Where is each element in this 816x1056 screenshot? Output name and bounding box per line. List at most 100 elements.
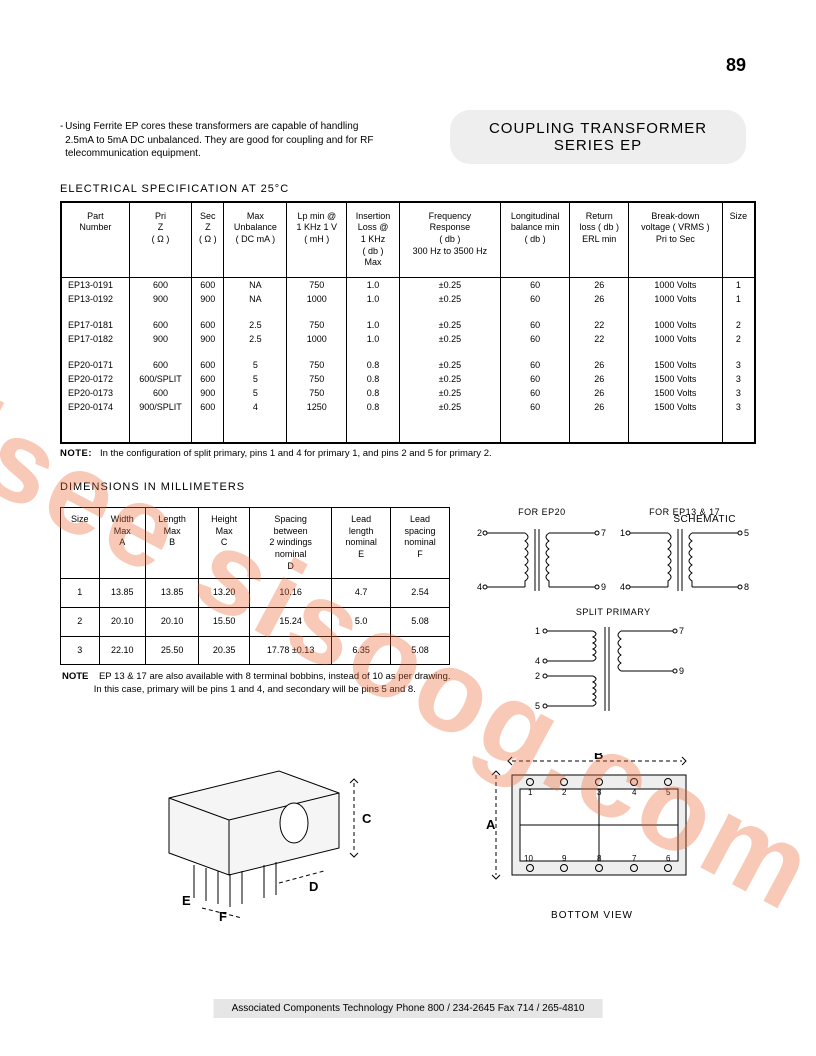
dim-row: 220.1020.1015.5015.245.05.08 — [61, 608, 450, 637]
spec-cell: 1000 Volts — [629, 292, 723, 306]
spec-cell: 60 — [500, 292, 570, 306]
svg-text:2: 2 — [477, 528, 482, 538]
dim-cell: 1 — [61, 579, 100, 608]
spec-note: NOTE: In the configuration of split prim… — [60, 448, 756, 459]
svg-text:6: 6 — [666, 854, 671, 863]
dim-cell: 20.10 — [146, 608, 199, 637]
spec-row: EP20-017360090057500.8±0.2560261500 Volt… — [61, 386, 755, 400]
dim-cell: 22.10 — [99, 636, 146, 665]
spec-header: PriZ( Ω ) — [129, 202, 191, 278]
svg-text:1: 1 — [620, 528, 625, 538]
svg-text:4: 4 — [620, 582, 625, 592]
schematic-label: SCHEMATIC — [673, 514, 736, 525]
spec-note-label: NOTE: — [60, 448, 92, 459]
spec-cell: 1000 — [287, 292, 347, 306]
spec-cell: 60 — [500, 372, 570, 386]
spec-cell: 60 — [500, 358, 570, 372]
schematic-split-svg: 1 4 2 5 7 9 — [533, 621, 693, 721]
spec-cell: 1 — [722, 292, 755, 306]
dim-header: LengthMaxB — [146, 507, 199, 578]
spec-cell: ±0.25 — [399, 372, 500, 386]
spec-cell: 600 — [192, 400, 224, 414]
dim-cell: 4.7 — [332, 579, 391, 608]
schematics-area: FOR EP20 2 4 7 9 — [451, 507, 757, 723]
spec-header: Longitudinalbalance min( db ) — [500, 202, 570, 278]
isometric-drawing: C D E F — [114, 753, 374, 923]
spec-cell: 1.0 — [347, 332, 400, 346]
title-line-1: COUPLING TRANSFORMER — [458, 120, 738, 137]
spec-cell: ±0.25 — [399, 358, 500, 372]
spec-cell: 1500 Volts — [629, 400, 723, 414]
spec-cell: 900 — [129, 292, 191, 306]
spec-cell: 60 — [500, 318, 570, 332]
spec-row: EP20-017160060057500.8±0.2560261500 Volt… — [61, 358, 755, 372]
svg-text:7: 7 — [632, 854, 637, 863]
dim-header: WidthMaxA — [99, 507, 146, 578]
spec-cell: 26 — [570, 358, 629, 372]
spec-cell: EP20-0172 — [61, 372, 129, 386]
spec-cell: EP20-0174 — [61, 400, 129, 414]
dim-note-label: NOTE — [62, 671, 88, 682]
spec-cell: 0.8 — [347, 400, 400, 414]
spec-cell: 5 — [224, 358, 287, 372]
spec-cell: EP13-0191 — [61, 277, 129, 292]
schematic-split-primary: SPLIT PRIMARY 1 4 — [471, 607, 757, 723]
spec-cell: 26 — [570, 400, 629, 414]
spec-cell: 22 — [570, 332, 629, 346]
dim-cell: 10.16 — [250, 579, 332, 608]
page-number: 89 — [726, 55, 746, 76]
spec-cell: 1.0 — [347, 318, 400, 332]
svg-text:4: 4 — [477, 582, 482, 592]
dim-cell: 2.54 — [391, 579, 450, 608]
spec-cell: 1000 Volts — [629, 277, 723, 292]
spec-cell: 600 — [129, 318, 191, 332]
spec-cell: 5 — [224, 386, 287, 400]
svg-text:9: 9 — [679, 666, 684, 676]
spec-cell: 600 — [192, 358, 224, 372]
dim-cell: 3 — [61, 636, 100, 665]
spec-header: FrequencyResponse( db )300 Hz to 3500 Hz — [399, 202, 500, 278]
spec-cell: ±0.25 — [399, 400, 500, 414]
spec-cell: 750 — [287, 277, 347, 292]
spec-cell: 1000 Volts — [629, 332, 723, 346]
dim-header: LeadspacingnominalF — [391, 507, 450, 578]
spec-cell: EP20-0171 — [61, 358, 129, 372]
bottom-view-drawing: B A 12345 109876 — [482, 753, 702, 903]
spec-cell: ±0.25 — [399, 292, 500, 306]
spec-cell: 750 — [287, 386, 347, 400]
spec-cell: 1000 Volts — [629, 318, 723, 332]
spec-header: PartNumber — [61, 202, 129, 278]
dim-cell: 15.24 — [250, 608, 332, 637]
title-box: COUPLING TRANSFORMER SERIES EP — [450, 110, 746, 164]
svg-text:C: C — [362, 811, 372, 826]
spec-note-text: In the configuration of split primary, p… — [100, 448, 492, 459]
spec-row: EP20-0174900/SPLIT600412500.8±0.25602615… — [61, 400, 755, 414]
dim-cell: 25.50 — [146, 636, 199, 665]
dim-cell: 6.35 — [332, 636, 391, 665]
spec-cell: 2 — [722, 332, 755, 346]
dim-cell: 15.50 — [199, 608, 250, 637]
spec-cell: 1500 Volts — [629, 372, 723, 386]
spec-header: Returnloss ( db )ERL min — [570, 202, 629, 278]
svg-text:7: 7 — [601, 528, 606, 538]
svg-text:5: 5 — [744, 528, 749, 538]
svg-text:5: 5 — [535, 701, 540, 711]
spec-cell: 1500 Volts — [629, 386, 723, 400]
svg-text:10: 10 — [524, 854, 533, 863]
spec-cell: 0.8 — [347, 386, 400, 400]
svg-text:3: 3 — [597, 788, 602, 797]
svg-text:1: 1 — [535, 626, 540, 636]
intro-body: Using Ferrite EP cores these transformer… — [65, 120, 380, 161]
spec-cell: 3 — [722, 400, 755, 414]
dim-note-text-1: EP 13 & 17 are also available with 8 ter… — [99, 671, 451, 682]
spec-cell: 1 — [722, 277, 755, 292]
spec-table: PartNumberPriZ( Ω )SecZ( Ω )MaxUnbalance… — [60, 201, 756, 444]
spec-cell: 60 — [500, 400, 570, 414]
spec-row: EP17-01829009002.510001.0±0.2560221000 V… — [61, 332, 755, 346]
bottom-view-label: BOTTOM VIEW — [482, 910, 702, 921]
dim-cell: 20.10 — [99, 608, 146, 637]
intro-text: - Using Ferrite EP cores these transform… — [60, 120, 380, 161]
spec-cell: 900 — [192, 386, 224, 400]
spec-cell: 1500 Volts — [629, 358, 723, 372]
svg-text:E: E — [182, 893, 191, 908]
